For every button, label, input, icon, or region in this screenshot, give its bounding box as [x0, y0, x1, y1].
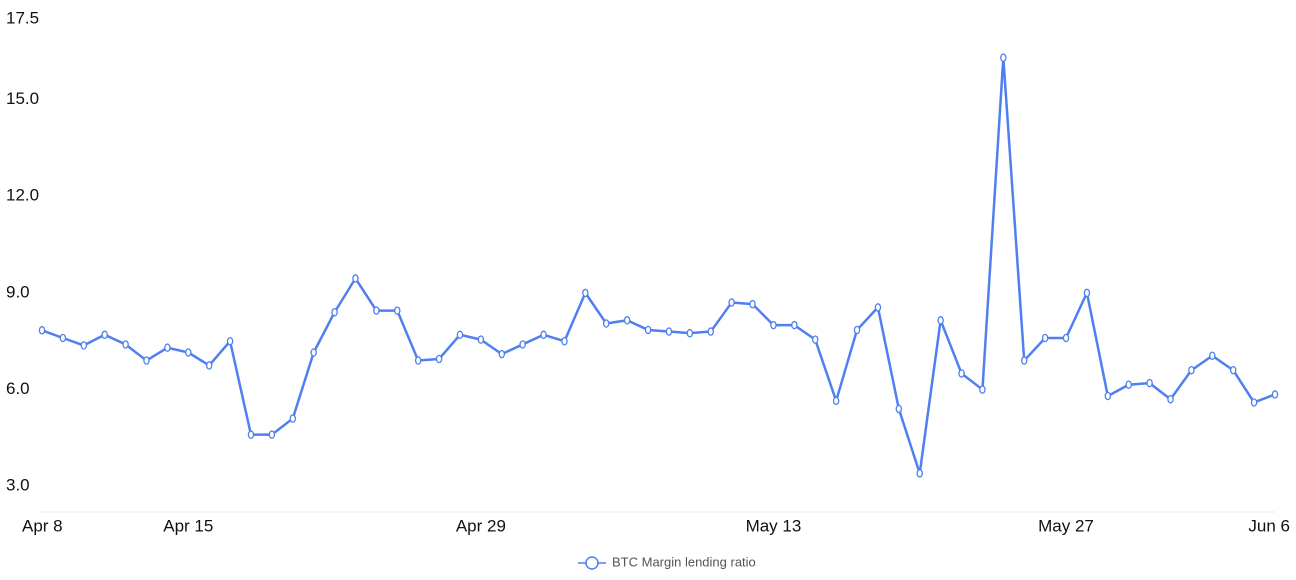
data-point [1250, 398, 1258, 407]
data-point [1083, 288, 1091, 298]
data-point [519, 340, 526, 349]
x-tick-label: Apr 15 [163, 516, 213, 535]
data-point [498, 349, 506, 359]
legend-label: BTC Margin lending ratio [612, 554, 756, 569]
y-tick-label: 3.0 [6, 476, 30, 495]
data-point [895, 404, 903, 414]
x-tick-label: May 27 [1038, 516, 1094, 535]
data-point [268, 430, 276, 439]
data-point [331, 307, 338, 317]
data-point [623, 316, 631, 325]
data-point [247, 430, 255, 439]
data-point [853, 325, 861, 335]
data-point [832, 396, 840, 406]
data-point [185, 348, 192, 357]
data-point [1188, 365, 1195, 375]
data-point [373, 306, 380, 315]
x-tick-label: May 13 [746, 516, 802, 535]
data-point [811, 335, 819, 344]
data-point [1104, 391, 1112, 401]
data-point [540, 330, 547, 340]
data-point [644, 325, 652, 335]
data-point [874, 303, 882, 312]
data-point [122, 340, 129, 349]
data-point [164, 343, 171, 352]
x-tick-label: Jun 6 [1248, 516, 1290, 535]
data-point [707, 327, 714, 336]
data-point [1271, 390, 1279, 399]
data-point [226, 336, 234, 346]
x-tick-label: Apr 8 [22, 516, 63, 535]
data-point [958, 369, 965, 378]
data-point [394, 306, 401, 315]
data-point [603, 319, 610, 328]
data-point [80, 341, 88, 350]
data-point [1062, 333, 1070, 343]
data-point [414, 356, 422, 365]
y-tick-label: 6.0 [6, 379, 30, 398]
data-point [686, 328, 694, 338]
data-point [770, 320, 777, 330]
y-tick-label: 9.0 [6, 282, 30, 301]
x-tick-label: Apr 29 [456, 516, 506, 535]
data-point [477, 335, 485, 344]
data-point [59, 333, 67, 343]
data-point [1229, 365, 1237, 375]
y-tick-label: 17.5 [6, 8, 39, 27]
data-point [101, 330, 108, 340]
data-point [205, 361, 213, 370]
data-point [352, 274, 359, 283]
data-point [289, 414, 297, 423]
data-point [1167, 394, 1174, 404]
data-point [582, 288, 589, 298]
data-point [665, 327, 673, 336]
y-tick-label: 12.0 [6, 186, 39, 205]
data-point [435, 354, 443, 364]
data-point [916, 469, 923, 478]
data-point [1125, 380, 1132, 389]
data-point [979, 385, 986, 394]
y-tick-label: 15.0 [6, 89, 39, 108]
series-line [41, 56, 1276, 475]
data-point [561, 336, 568, 346]
data-point [1041, 333, 1049, 343]
data-point [937, 316, 944, 325]
legend-marker [585, 556, 599, 570]
data-point [1020, 356, 1028, 365]
data-point [1146, 378, 1153, 388]
data-point [456, 330, 464, 340]
data-point [749, 299, 756, 309]
data-point [791, 320, 798, 330]
data-point [310, 348, 317, 357]
data-point [1000, 53, 1007, 62]
data-point [38, 326, 46, 335]
data-point [1209, 351, 1216, 360]
data-point [143, 356, 150, 365]
data-point [728, 298, 735, 307]
